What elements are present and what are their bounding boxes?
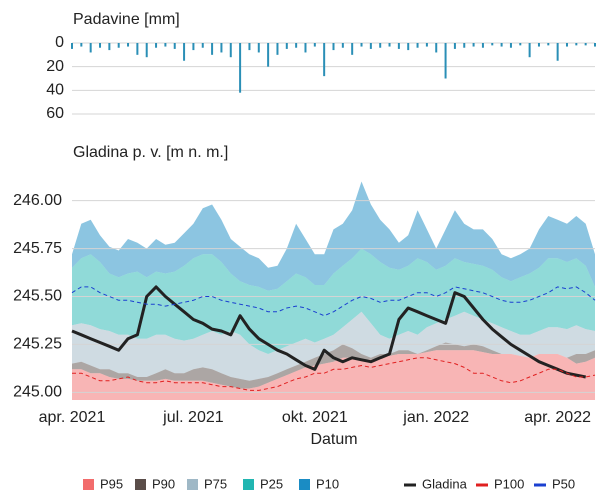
- legend-label: P100: [494, 476, 524, 491]
- legend-label: P90: [152, 476, 175, 491]
- precip-bar: [463, 43, 466, 48]
- precip-bar: [136, 43, 139, 55]
- precip-bar: [341, 43, 344, 48]
- y-tick-label: 40: [46, 82, 64, 99]
- precip-bar: [369, 43, 372, 49]
- dashed-line: [71, 286, 596, 317]
- precip-bar: [267, 43, 270, 67]
- y-tick-label: 60: [46, 105, 64, 122]
- x-tick-label: jul. 2021: [162, 409, 224, 426]
- legend-label: P10: [316, 476, 339, 491]
- precip-bar: [351, 43, 354, 55]
- precip-bar: [453, 43, 456, 49]
- precip-bar: [239, 43, 242, 93]
- precip-bar: [547, 43, 550, 46]
- y-tick-label: 20: [46, 58, 64, 75]
- precip-bar: [304, 43, 307, 53]
- precip-bar: [528, 43, 531, 58]
- precip-bar: [155, 43, 158, 48]
- x-tick-label: apr. 2021: [39, 409, 106, 426]
- precip-bar: [285, 43, 288, 49]
- y-tick-label: 246.00: [13, 192, 62, 209]
- precip-bar: [117, 43, 120, 48]
- precip-bar: [201, 43, 204, 48]
- precip-bar: [435, 43, 438, 53]
- legend-label: Gladina: [422, 476, 468, 491]
- precip-bar: [313, 43, 316, 47]
- precip-bar: [332, 43, 335, 51]
- precip-bar: [556, 43, 559, 61]
- y-tick-label: 245.00: [13, 384, 62, 401]
- precip-bar: [229, 43, 232, 58]
- y-tick-label: 245.50: [13, 288, 62, 305]
- precip-bar: [565, 43, 568, 47]
- precip-bar: [360, 43, 363, 47]
- legend-swatch: [243, 479, 254, 490]
- precip-bar: [127, 43, 130, 47]
- areas: [72, 181, 595, 400]
- level-title: Gladina p. v. [m n. m.]: [73, 144, 228, 161]
- precip-bar: [211, 43, 214, 55]
- lines: [71, 285, 596, 391]
- y-tick-label: 0: [55, 34, 64, 51]
- legend-label: P50: [552, 476, 575, 491]
- dashed-line: [72, 357, 596, 391]
- precip-bar: [519, 43, 522, 46]
- precip-bar: [173, 43, 176, 49]
- precip-bar: [509, 43, 512, 48]
- precip-bar: [444, 43, 447, 79]
- precip-bar: [71, 43, 73, 49]
- x-tick-label: apr. 2022: [524, 409, 591, 426]
- precip-bar: [80, 43, 83, 47]
- precip-title: Padavine [mm]: [73, 11, 180, 28]
- precip-bar: [537, 43, 540, 47]
- precip-bar: [472, 43, 475, 47]
- legend-swatch: [83, 479, 94, 490]
- precip-bar: [379, 43, 382, 48]
- precip-bar: [584, 43, 587, 46]
- legend-swatch: [299, 479, 310, 490]
- precip-bar: [192, 43, 195, 51]
- legend-label: P25: [260, 476, 283, 491]
- precip-bar: [500, 43, 503, 47]
- y-tick-label: 245.25: [13, 336, 62, 353]
- legend-label: P75: [204, 476, 227, 491]
- legend-label: P95: [100, 476, 123, 491]
- y-tick-label: 245.75: [13, 240, 62, 257]
- legend-swatch: [135, 479, 146, 490]
- x-axis-label: Datum: [310, 431, 357, 448]
- precip-bar: [89, 43, 92, 53]
- precip-bar: [425, 43, 428, 47]
- precip-bar: [491, 43, 494, 46]
- legend-swatch: [187, 479, 198, 490]
- precip-bar: [295, 43, 298, 48]
- level-line: [71, 285, 586, 379]
- precip-bar: [481, 43, 484, 48]
- precip-bar: [416, 43, 419, 48]
- percentile-area: [72, 350, 595, 400]
- precip-bar: [397, 43, 400, 49]
- precip-bar: [594, 43, 596, 47]
- x-tick-label: okt. 2021: [282, 409, 348, 426]
- precip-bar: [323, 43, 326, 77]
- grid: [72, 200, 595, 393]
- precip-bar: [145, 43, 148, 58]
- precip-bar: [248, 43, 251, 51]
- precip-bar: [388, 43, 391, 47]
- precip-bar: [575, 43, 578, 46]
- precip-bar: [257, 43, 260, 53]
- precip-bar: [108, 43, 111, 51]
- precip-bar: [220, 43, 223, 53]
- precip-bar: [99, 43, 102, 48]
- x-tick-label: jan. 2022: [402, 409, 469, 426]
- precip-bar: [183, 43, 186, 61]
- precip-bar: [164, 43, 167, 47]
- precip-bar: [276, 43, 279, 55]
- precip-bar: [407, 43, 410, 51]
